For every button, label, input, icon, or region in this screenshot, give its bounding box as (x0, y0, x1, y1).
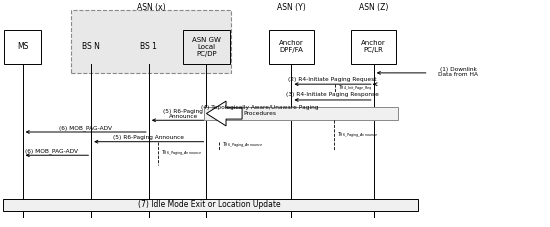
FancyBboxPatch shape (351, 30, 396, 64)
Text: $T_{R6\_Paging\_Announce}$: $T_{R6\_Paging\_Announce}$ (222, 141, 263, 151)
Text: (2) R4-Initiate Paging Request: (2) R4-Initiate Paging Request (288, 77, 377, 82)
Text: ASN (x): ASN (x) (137, 3, 166, 12)
Text: $T_{R6\_Paging\_Announce}$: $T_{R6\_Paging\_Announce}$ (161, 149, 202, 158)
FancyBboxPatch shape (269, 30, 314, 64)
Text: (3) R4-Initiate Paging Response: (3) R4-Initiate Paging Response (286, 92, 379, 98)
FancyBboxPatch shape (183, 30, 230, 64)
Text: BS 1: BS 1 (140, 42, 157, 52)
Text: (7) Idle Mode Exit or Location Update: (7) Idle Mode Exit or Location Update (138, 200, 280, 209)
Text: MS: MS (17, 42, 29, 52)
Text: ASN (Y): ASN (Y) (277, 3, 306, 12)
Polygon shape (206, 101, 242, 126)
Text: BS N: BS N (82, 42, 100, 52)
Text: Anchor
PC/LR: Anchor PC/LR (361, 40, 386, 53)
Text: ASN GW
Local
PC/DP: ASN GW Local PC/DP (192, 37, 221, 57)
Text: $T_{R4\_Init\_Page\_Req}$: $T_{R4\_Init\_Page\_Req}$ (338, 83, 373, 93)
Text: Anchor
DPF/FA: Anchor DPF/FA (279, 40, 304, 53)
Text: (6) MOB_PAG-ADV: (6) MOB_PAG-ADV (59, 125, 112, 131)
Text: (5) R6-Paging Announce: (5) R6-Paging Announce (113, 135, 184, 140)
Text: (4) Topologically Aware/Unaware Paging
Procedures: (4) Topologically Aware/Unaware Paging P… (201, 105, 318, 116)
FancyBboxPatch shape (3, 199, 417, 211)
Text: (5) R6-Paging
Announce: (5) R6-Paging Announce (163, 109, 203, 119)
FancyBboxPatch shape (4, 30, 41, 64)
Text: ASN (Z): ASN (Z) (359, 3, 388, 12)
Text: (6) MOB_PAG-ADV: (6) MOB_PAG-ADV (25, 148, 79, 154)
Text: (1) Downlink
Data from HA: (1) Downlink Data from HA (438, 67, 478, 77)
FancyBboxPatch shape (71, 10, 231, 73)
Text: $T_{R6\_Paging\_Announce}$: $T_{R6\_Paging\_Announce}$ (337, 130, 378, 140)
FancyBboxPatch shape (204, 107, 398, 120)
